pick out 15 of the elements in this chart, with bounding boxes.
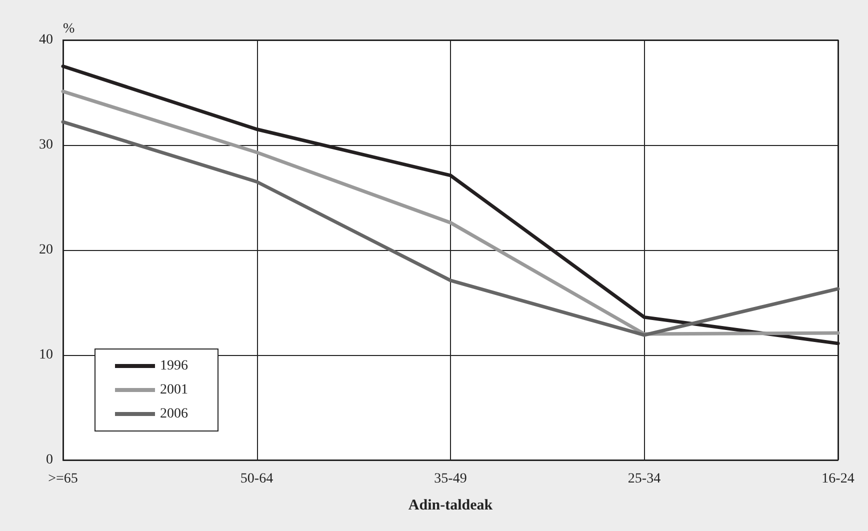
y-tick-label: 0 — [46, 452, 53, 468]
x-tick-label: 16-24 — [822, 472, 854, 486]
y-tick-label: 20 — [39, 242, 53, 258]
x-tick-label: >=65 — [48, 472, 78, 486]
x-axis-title: Adin-taldeak — [408, 498, 494, 514]
legend-label: 2001 — [160, 382, 188, 398]
y-tick-label: 30 — [39, 138, 53, 152]
legend-label: 2006 — [160, 406, 188, 422]
y-tick-label: 10 — [39, 348, 53, 362]
x-tick-label: 35-49 — [434, 472, 467, 486]
x-tick-label: 25-34 — [628, 472, 661, 486]
x-tick-label: 50-64 — [240, 472, 274, 486]
y-axis-title: % — [63, 22, 75, 36]
legend-label: 1996 — [160, 358, 188, 374]
y-tick-label: 40 — [39, 32, 53, 48]
